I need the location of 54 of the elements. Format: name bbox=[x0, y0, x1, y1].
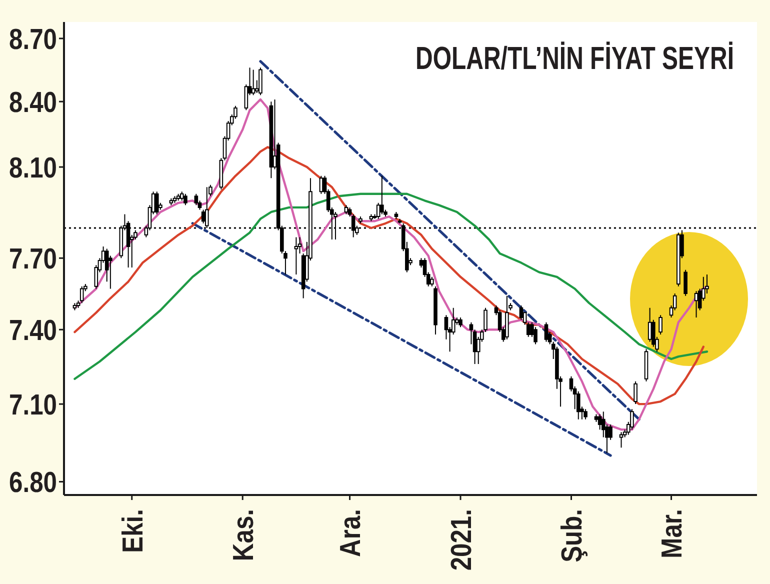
candlestick bbox=[180, 191, 184, 202]
candlestick bbox=[358, 216, 362, 224]
y-tick-label: 6.80 bbox=[9, 466, 57, 499]
candlestick bbox=[694, 290, 698, 318]
candlestick bbox=[648, 307, 652, 342]
candlestick bbox=[644, 348, 648, 382]
x-tick-label: Ara. bbox=[334, 509, 367, 557]
candlestick bbox=[380, 175, 384, 215]
y-tick-label: 8.10 bbox=[9, 152, 57, 184]
candlestick bbox=[658, 314, 662, 335]
candlestick bbox=[684, 269, 688, 296]
candlestick bbox=[505, 295, 509, 340]
candlestick bbox=[584, 408, 588, 420]
y-tick-label: 8.70 bbox=[9, 23, 57, 56]
candlestick bbox=[634, 380, 638, 405]
candlestick bbox=[194, 193, 198, 206]
candlestick bbox=[534, 326, 538, 345]
x-tick-label: Mar. bbox=[656, 509, 688, 558]
line-series bbox=[74, 146, 705, 406]
line-series bbox=[74, 98, 708, 431]
candlestick bbox=[169, 198, 174, 206]
line-series bbox=[74, 192, 708, 380]
candlestick bbox=[434, 286, 438, 335]
candlestick bbox=[176, 193, 180, 202]
y-tick-label: 8.40 bbox=[9, 86, 57, 118]
candlestick bbox=[398, 218, 402, 224]
y-tick-label: 7.70 bbox=[9, 242, 57, 276]
candlestick bbox=[319, 175, 324, 194]
candlestick bbox=[72, 302, 77, 311]
candlestick bbox=[544, 322, 548, 342]
x-tick-label: 2021. bbox=[445, 509, 478, 571]
candlestick bbox=[369, 214, 374, 222]
text: DOLAR/TL’NİN FİYAT SEYRİ bbox=[416, 40, 734, 76]
candlestick bbox=[619, 432, 624, 448]
candlestick bbox=[458, 316, 462, 328]
candlestick bbox=[251, 69, 256, 96]
candlestick bbox=[172, 196, 177, 204]
candlestick bbox=[80, 286, 84, 304]
candlestick bbox=[294, 236, 298, 276]
x-tick-label: Kas. bbox=[227, 509, 260, 562]
x-tick-label: Eki. bbox=[116, 509, 149, 553]
x-tick-label: Şub. bbox=[556, 509, 588, 562]
candlestick bbox=[576, 390, 580, 420]
candlestick bbox=[258, 67, 262, 96]
y-tick-label: 7.10 bbox=[9, 388, 57, 421]
candlestick bbox=[394, 211, 398, 220]
candlestick bbox=[184, 193, 188, 206]
candlestick bbox=[630, 408, 634, 430]
candlestick bbox=[154, 191, 159, 215]
candlestick bbox=[676, 232, 680, 287]
candlestick bbox=[344, 204, 348, 215]
candlestick bbox=[430, 276, 434, 287]
candlestick bbox=[269, 101, 274, 179]
y-tick-label: 7.40 bbox=[9, 314, 57, 347]
